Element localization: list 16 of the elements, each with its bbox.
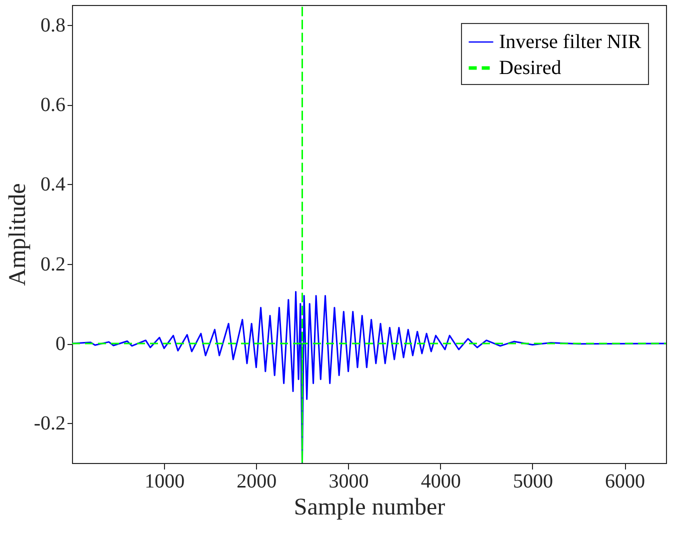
- y-axis-title: Amplitude: [4, 183, 31, 286]
- x-tick-label: 4000: [420, 470, 461, 492]
- y-tick-label: 0: [56, 333, 66, 356]
- x-tick-label: 5000: [512, 470, 553, 492]
- x-tick-label: 2000: [236, 470, 277, 492]
- x-tick-label: 3000: [328, 470, 369, 492]
- y-tick-label: 0.8: [40, 14, 66, 36]
- y-tick-label: 0.4: [40, 174, 66, 196]
- y-tick-label: -0.2: [34, 412, 66, 435]
- legend-label: Desired: [499, 57, 562, 79]
- y-tick-label: 0.6: [40, 94, 66, 116]
- y-tick-label: 0.2: [40, 253, 66, 276]
- x-tick-label: 1000: [144, 470, 185, 492]
- legend-label: Inverse filter NIR: [499, 31, 642, 53]
- x-tick-label: 6000: [605, 470, 646, 492]
- x-axis-title: Sample number: [294, 494, 446, 520]
